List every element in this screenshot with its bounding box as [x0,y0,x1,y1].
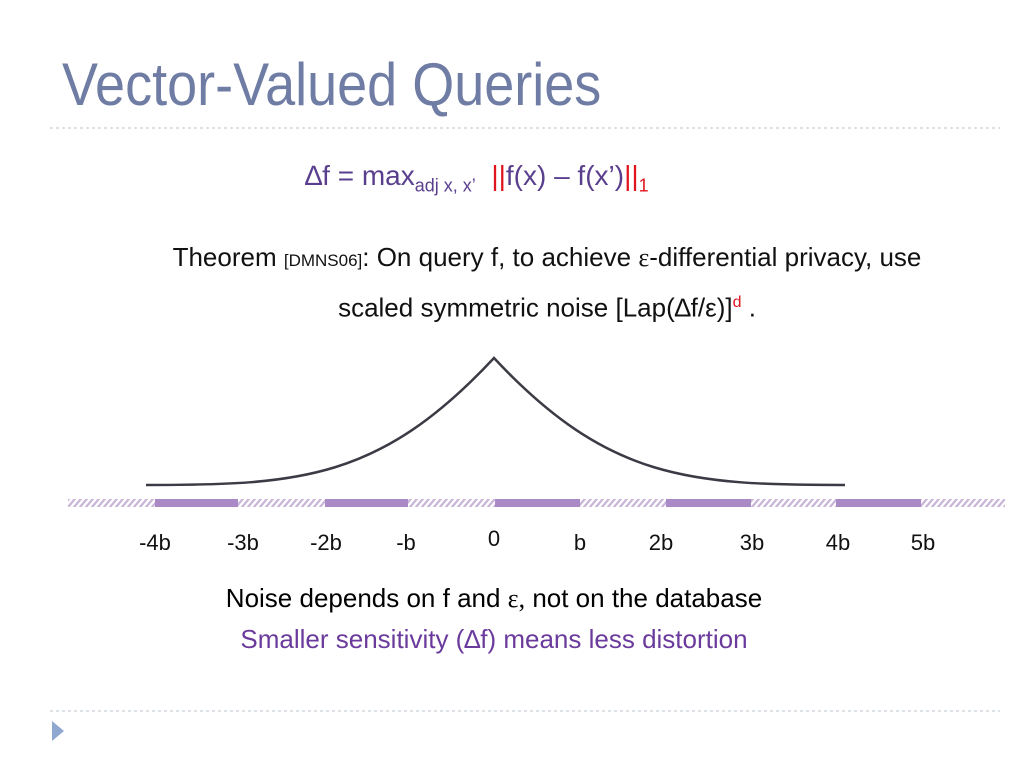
theorem: Theorem [DMNS06]: On query f, to achieve… [0,236,1024,329]
epsilon: ε [638,243,650,272]
axis-label: -4b [139,530,171,555]
formula-bars: || [624,160,639,191]
formula-text: f(x) – f(x’) [505,160,625,191]
note: not on the database [525,583,763,613]
title: Vector-Valued Queries [62,51,602,118]
theorem-text: . [741,292,756,323]
formula: ∆f = maxadj x, x’ ||f(x) – f(x’)||1 [305,160,649,197]
citation: [DMNS06] [283,251,363,270]
nav-triangle [52,721,64,741]
axis-label: 4b [825,530,851,555]
axis-label: b [573,530,587,555]
segments [155,499,921,507]
theorem-text: : On query f, to achieve [362,242,639,272]
note: ε, [507,584,526,613]
power: d [732,294,742,311]
note-highlight: Smaller sensitivity (∆f) means less dist… [240,624,748,654]
laplace-curve [145,356,846,487]
axis-label: 0 [487,526,501,551]
axis-label: -b [396,530,416,555]
theorem-text: -differential privacy, use [649,242,922,272]
axis-label: -2b [310,530,342,555]
formula-sub: 1 [638,175,649,196]
formula-text: ∆f = max [305,160,415,191]
axis-label: -3b [227,530,259,555]
axis-label: 2b [648,530,674,555]
formula-sub: adj x, x’ [414,175,476,196]
note: Noise depends on f and [225,583,508,613]
axis-label: 3b [739,530,765,555]
axis-label: 5b [910,530,936,555]
theorem-text: scaled symmetric noise [Lap(∆f/ε)] [338,292,733,323]
formula-bars: || [491,160,506,191]
theorem-text: Theorem [172,242,284,272]
notes: Noise depends on f and ε, not on the dat… [0,578,988,659]
